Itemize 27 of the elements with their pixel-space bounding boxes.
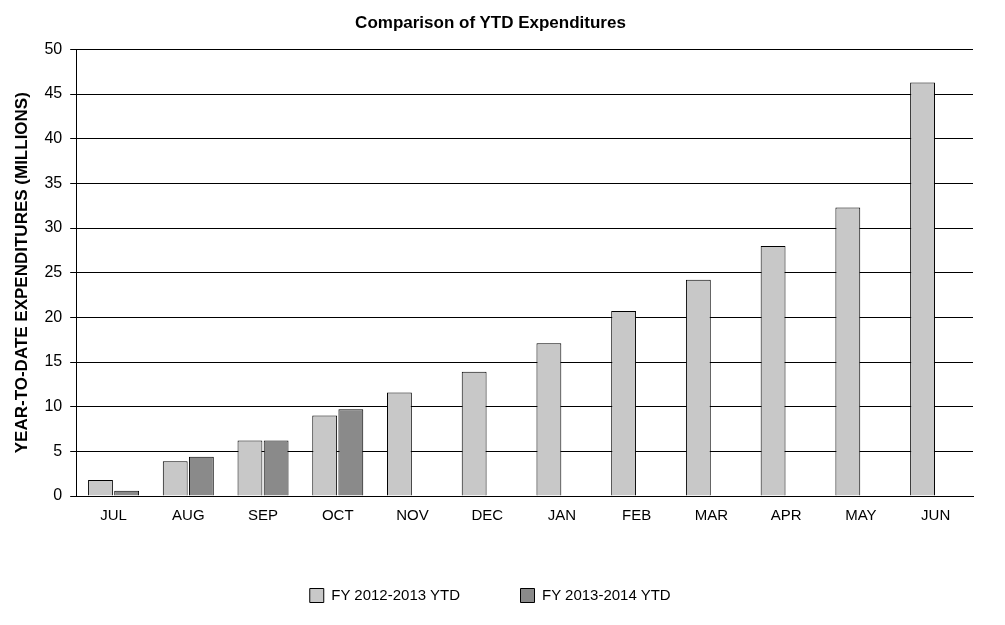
y-tick-label: 35	[44, 173, 63, 191]
legend-label: FY 2012-2013 YTD	[331, 585, 461, 603]
y-tick-label: 5	[53, 441, 63, 459]
x-tick-label: AUG	[172, 506, 205, 524]
y-tick-label: 45	[44, 84, 63, 102]
x-tick-label: SEP	[248, 506, 279, 524]
x-tick-label: JUL	[100, 506, 127, 524]
x-tick-label: DEC	[471, 506, 504, 524]
x-tick-label: MAR	[694, 506, 729, 524]
x-tick-label: MAY	[845, 506, 877, 524]
y-tick-label: 15	[44, 352, 63, 370]
legend-label: FY 2013-2014 YTD	[542, 585, 671, 603]
y-tick-label: 40	[44, 129, 63, 147]
y-tick-label: 50	[44, 39, 63, 57]
x-tick-label: JAN	[547, 506, 577, 524]
x-tick-label: JUN	[921, 506, 951, 524]
x-tick-label: OCT	[321, 506, 354, 524]
y-tick-label: 20	[44, 307, 63, 325]
x-tick-label: FEB	[622, 506, 652, 524]
y-tick-label: 30	[44, 218, 63, 236]
x-tick-label: APR	[770, 506, 802, 524]
y-tick-label: 0	[53, 486, 63, 504]
y-axis-title: YEAR-TO-DATE EXPENDITURES (MILLIONS)	[11, 92, 31, 454]
chart-title: Comparison of YTD Expenditures	[355, 12, 626, 32]
x-tick-label: NOV	[396, 506, 429, 524]
y-tick-label: 10	[44, 397, 63, 415]
y-tick-label: 25	[44, 263, 63, 281]
